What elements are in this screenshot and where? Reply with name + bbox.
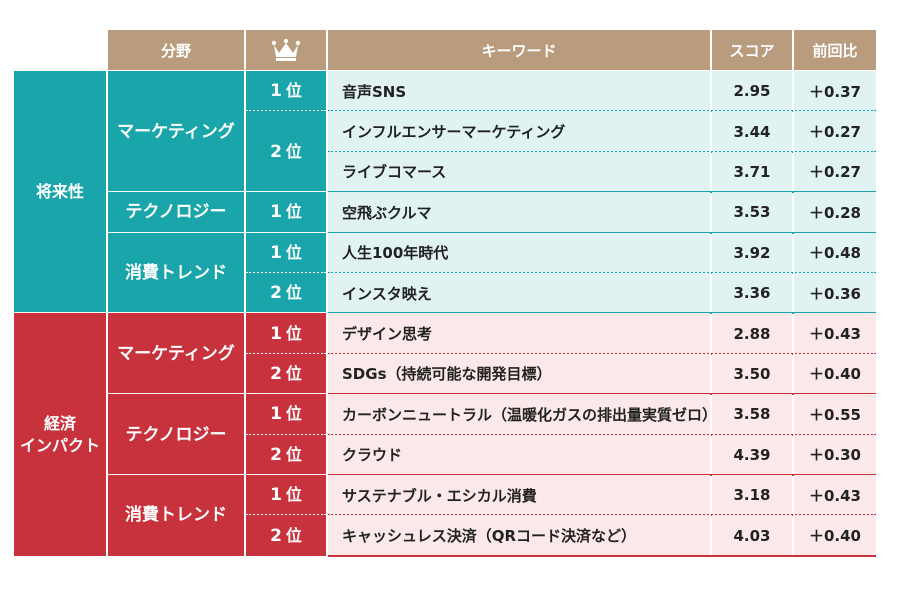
rank-suffix: 位 xyxy=(285,81,302,101)
score-cell: 3.18 xyxy=(712,475,792,516)
change-cell: ＋0.40 xyxy=(794,515,876,556)
rank-number: 1 xyxy=(270,242,282,263)
score-cell: 2.95 xyxy=(712,71,792,112)
keyword-cell: デザイン思考 xyxy=(328,313,710,354)
keyword-cell: キャッシュレス決済（QRコード決済など） xyxy=(328,515,710,556)
change-cell: ＋0.30 xyxy=(794,434,876,475)
keyword-cell: 音声SNS xyxy=(328,71,710,112)
rank-suffix: 位 xyxy=(285,323,302,343)
rank-number: 1 xyxy=(270,202,282,223)
keyword-cell: クラウド xyxy=(328,434,710,475)
section-label: 将来性 xyxy=(14,71,106,314)
change-cell: ＋0.27 xyxy=(794,111,876,152)
header-score: スコア xyxy=(712,30,792,70)
rank-suffix: 位 xyxy=(285,242,302,262)
change-cell: ＋0.37 xyxy=(794,71,876,112)
category-label: マーケティング xyxy=(108,313,244,395)
category-label: 消費トレンド xyxy=(108,475,244,556)
rank-number: 2 xyxy=(270,444,282,465)
score-cell: 3.71 xyxy=(712,151,792,193)
score-cell: 4.03 xyxy=(712,515,792,556)
score-cell: 3.58 xyxy=(712,394,792,435)
keyword-cell: カーボンニュートラル（温暖化ガスの排出量実質ゼロ） xyxy=(328,394,717,435)
change-cell: ＋0.28 xyxy=(794,192,876,233)
score-cell: 3.92 xyxy=(712,232,792,273)
section-label: 経済 インパクト xyxy=(14,313,106,556)
score-cell: 2.88 xyxy=(712,313,792,354)
change-cell: ＋0.48 xyxy=(794,232,876,273)
rank-number: 2 xyxy=(270,283,282,304)
rank-suffix: 位 xyxy=(285,525,302,545)
change-cell: ＋0.36 xyxy=(794,273,876,314)
rank-suffix: 位 xyxy=(285,485,302,505)
category-label: テクノロジー xyxy=(108,192,244,233)
keyword-cell: 人生100年時代 xyxy=(328,232,710,273)
keyword-cell: 空飛ぶクルマ xyxy=(328,192,710,233)
rank-suffix: 位 xyxy=(285,283,302,303)
rank-suffix: 位 xyxy=(285,444,302,464)
keyword-cell: サステナブル・エシカル消費 xyxy=(328,475,710,516)
keyword-cell: インスタ映え xyxy=(328,273,710,314)
rank-suffix: 位 xyxy=(285,363,302,383)
score-cell: 3.36 xyxy=(712,273,792,314)
header-change: 前回比 xyxy=(794,30,876,70)
keyword-cell: インフルエンサーマーケティング xyxy=(328,111,710,152)
rank-suffix: 位 xyxy=(285,202,302,222)
score-cell: 4.39 xyxy=(712,434,792,475)
change-cell: ＋0.43 xyxy=(794,313,876,354)
change-cell: ＋0.55 xyxy=(794,394,876,435)
rank-number: 1 xyxy=(270,81,282,102)
header-category: 分野 xyxy=(108,30,244,70)
keyword-cell: SDGs（持続可能な開発目標） xyxy=(328,353,710,395)
rank-suffix: 位 xyxy=(285,141,302,161)
category-label: マーケティング xyxy=(108,71,244,193)
rank-number: 1 xyxy=(270,404,282,425)
rank-suffix: 位 xyxy=(285,404,302,424)
rank-number: 1 xyxy=(270,323,282,344)
change-cell: ＋0.27 xyxy=(794,151,876,193)
rank-number: 2 xyxy=(270,363,282,384)
rank-number: 1 xyxy=(270,485,282,506)
score-cell: 3.44 xyxy=(712,111,792,152)
category-label: テクノロジー xyxy=(108,394,244,475)
crown-icon xyxy=(271,38,301,62)
score-cell: 3.50 xyxy=(712,353,792,395)
change-cell: ＋0.43 xyxy=(794,475,876,516)
change-cell: ＋0.40 xyxy=(794,353,876,395)
keyword-cell: ライブコマース xyxy=(328,151,710,193)
rank-number: 2 xyxy=(270,525,282,546)
score-cell: 3.53 xyxy=(712,192,792,233)
rank-number: 2 xyxy=(270,141,282,162)
section-divider xyxy=(328,554,876,557)
header-rank xyxy=(246,30,326,70)
category-label: 消費トレンド xyxy=(108,232,244,314)
header-keyword: キーワード xyxy=(328,30,710,70)
